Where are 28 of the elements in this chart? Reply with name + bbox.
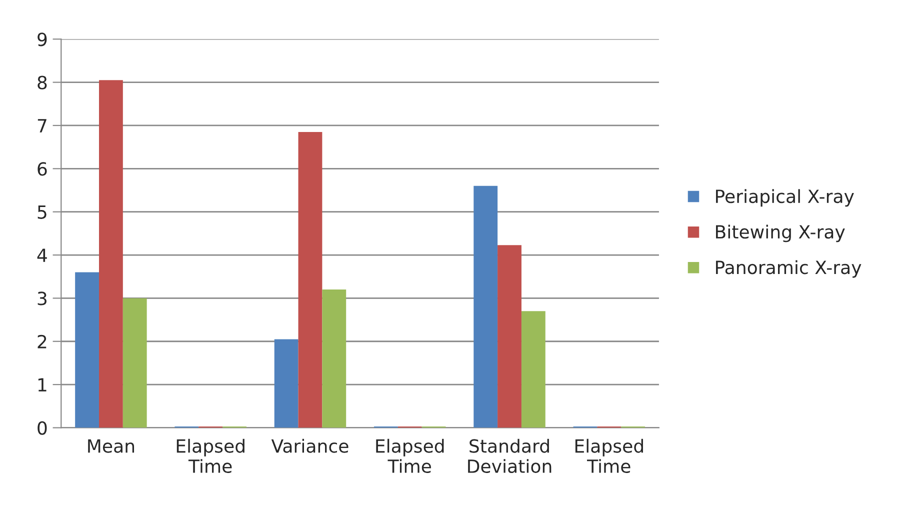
x-tick-label: Elapsed Time [575, 438, 643, 474]
x-tick-label: Standard Deviation [468, 438, 552, 474]
y-tick-label: 9 [38, 32, 47, 46]
bar [75, 272, 99, 428]
bar [498, 245, 522, 428]
legend-label: Panoramic X-ray [716, 260, 862, 278]
y-tick-label: 1 [38, 378, 46, 392]
y-tick-label: 7 [38, 119, 46, 132]
legend-label: Periapical X-ray [716, 189, 854, 207]
x-tick-label: Elapsed Time [376, 438, 444, 474]
bar [521, 311, 546, 428]
y-tick-label: 0 [38, 421, 47, 435]
bar [98, 80, 123, 428]
y-tick-label: 8 [38, 76, 47, 90]
legend-label: Bitewing X-ray [716, 224, 845, 242]
y-tick-label: 5 [38, 206, 46, 219]
bar [322, 290, 346, 428]
bar [274, 339, 298, 428]
bar [298, 132, 322, 428]
y-tick-label: 2 [38, 334, 46, 348]
y-tick-label: 4 [37, 248, 47, 262]
bar [474, 186, 498, 428]
x-tick-label: Mean [88, 439, 134, 453]
x-tick-label: Elapsed Time [176, 438, 244, 474]
bar [122, 298, 147, 428]
x-tick-label: Variance [271, 438, 348, 453]
y-tick-label: 6 [38, 162, 47, 176]
y-tick-label: 3 [38, 292, 46, 306]
